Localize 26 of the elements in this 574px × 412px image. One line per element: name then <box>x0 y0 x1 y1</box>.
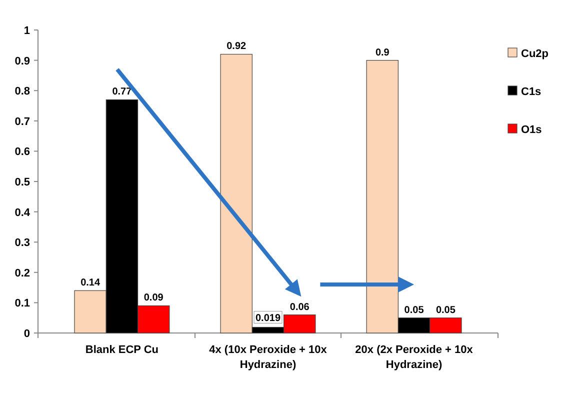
data-label: 0.05 <box>404 304 424 316</box>
legend-label: Cu2p <box>521 48 549 60</box>
data-label: 0.06 <box>290 302 310 313</box>
x-tick-label: 4x (10x Peroxide + 10x Hydrazine) <box>209 344 328 371</box>
y-tick-label: 0.3 <box>14 237 30 250</box>
legend-label: O1s <box>521 124 542 136</box>
y-tick-label: 0.8 <box>14 86 30 98</box>
y-tick-label: 0 <box>24 328 30 340</box>
y-tick-label: 0.6 <box>14 146 30 158</box>
y-tick-label: 0.1 <box>14 298 30 310</box>
y-tick-label: 0.7 <box>14 116 30 128</box>
y-tick-label: 0.2 <box>14 267 30 280</box>
data-label: 0.019 <box>255 313 281 324</box>
y-tick-label: 1 <box>24 25 30 37</box>
data-label: 0.09 <box>144 292 164 304</box>
y-tick-label: 0.4 <box>14 206 31 219</box>
data-label: 0.92 <box>226 41 247 52</box>
data-label: 0.9 <box>375 47 390 58</box>
y-tick-label: 0.9 <box>14 55 30 68</box>
x-tick-label: 20x (2x Peroxide + 10x Hydrazine) <box>355 344 474 371</box>
data-label: 0.14 <box>80 278 100 289</box>
data-label: 0.77 <box>112 86 132 98</box>
y-tick-label: 0.5 <box>14 176 30 188</box>
data-label: 0.05 <box>436 304 456 316</box>
x-tick-label: Blank ECP Cu <box>85 344 159 356</box>
legend-label: C1s <box>521 86 542 98</box>
